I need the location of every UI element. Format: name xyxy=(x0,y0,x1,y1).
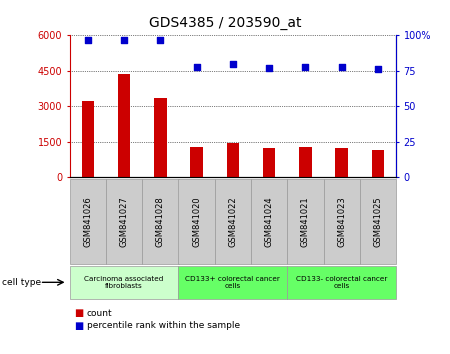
Text: cell type: cell type xyxy=(2,278,41,287)
Point xyxy=(121,37,128,42)
Bar xyxy=(263,148,275,177)
Point xyxy=(338,64,345,69)
Point xyxy=(157,37,164,42)
Text: GSM841028: GSM841028 xyxy=(156,196,165,247)
Bar xyxy=(299,147,312,177)
Bar xyxy=(154,98,166,177)
Text: GSM841022: GSM841022 xyxy=(228,196,238,247)
Text: CD133- colorectal cancer
cells: CD133- colorectal cancer cells xyxy=(296,276,387,289)
Text: GSM841026: GSM841026 xyxy=(83,196,92,247)
Text: GSM841021: GSM841021 xyxy=(301,196,310,247)
Bar xyxy=(372,150,384,177)
Text: GSM841020: GSM841020 xyxy=(192,196,201,247)
Text: GSM841025: GSM841025 xyxy=(374,196,382,247)
Text: Carcinoma associated
fibroblasts: Carcinoma associated fibroblasts xyxy=(85,276,164,289)
Bar xyxy=(118,74,130,177)
Text: GSM841027: GSM841027 xyxy=(120,196,129,247)
Point xyxy=(374,67,382,72)
Point xyxy=(229,61,237,67)
Text: ■: ■ xyxy=(74,308,84,318)
Bar xyxy=(190,147,203,177)
Text: count: count xyxy=(87,309,112,318)
Text: GDS4385 / 203590_at: GDS4385 / 203590_at xyxy=(149,16,301,30)
Point xyxy=(193,64,200,69)
Bar xyxy=(335,148,348,177)
Text: GSM841024: GSM841024 xyxy=(265,196,274,247)
Point xyxy=(266,65,273,71)
Point xyxy=(302,64,309,69)
Bar xyxy=(226,143,239,177)
Bar xyxy=(81,102,94,177)
Text: percentile rank within the sample: percentile rank within the sample xyxy=(87,321,240,330)
Text: GSM841023: GSM841023 xyxy=(337,196,346,247)
Point xyxy=(84,37,91,42)
Text: ■: ■ xyxy=(74,321,84,331)
Text: CD133+ colorectal cancer
cells: CD133+ colorectal cancer cells xyxy=(185,276,280,289)
